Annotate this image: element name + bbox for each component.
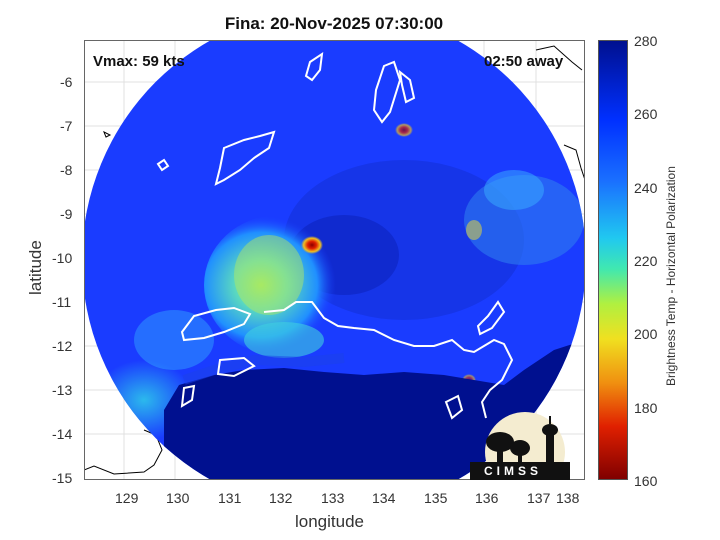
cimss-logo-text: CIMSS [484, 464, 543, 478]
chart-title: Fina: 20-Nov-2025 07:30:00 [224, 14, 444, 33]
y-tick: -14 [52, 426, 73, 442]
y-tick: -11 [52, 294, 72, 310]
colorbar-label: Brightness Temp - Horizontal Polarizatio… [664, 166, 678, 386]
x-tick: 129 [115, 490, 139, 506]
y-tick: -7 [60, 118, 73, 134]
colorbar-tick: 220 [634, 253, 658, 269]
y-tick: -6 [60, 74, 73, 90]
x-axis-label: longitude [295, 512, 365, 531]
cimss-logo [470, 412, 570, 480]
x-tick: 138 [556, 490, 580, 506]
x-tick: 131 [218, 490, 242, 506]
colorbar-tick: 160 [634, 473, 658, 489]
colorbar-tick: 200 [634, 326, 658, 342]
y-axis-label: latitude [26, 240, 45, 295]
colorbar-tick: 240 [634, 180, 658, 196]
x-tick: 130 [166, 490, 190, 506]
colorbar-tick: 280 [634, 33, 658, 49]
y-tick: -13 [52, 382, 73, 398]
y-tick: -8 [60, 162, 73, 178]
colorbar [598, 40, 628, 480]
x-tick: 133 [321, 490, 345, 506]
y-tick: -15 [52, 470, 73, 486]
y-tick: -10 [52, 250, 73, 266]
x-tick: 137 [527, 490, 551, 506]
colorbar-tick: 260 [634, 106, 658, 122]
y-tick: -12 [52, 338, 73, 354]
colorbar-tick: 180 [634, 400, 658, 416]
time-away-label: 02:50 away [484, 53, 564, 70]
y-tick: -9 [60, 206, 73, 222]
x-tick: 136 [475, 490, 499, 506]
brightness-temperature-swath [84, 40, 585, 480]
x-tick: 135 [424, 490, 448, 506]
x-tick: 134 [372, 490, 396, 506]
satellite-image-plot [84, 40, 585, 480]
x-tick: 132 [269, 490, 293, 506]
vmax-label: Vmax: 59 kts [93, 53, 185, 70]
coastline-inside [156, 51, 514, 420]
